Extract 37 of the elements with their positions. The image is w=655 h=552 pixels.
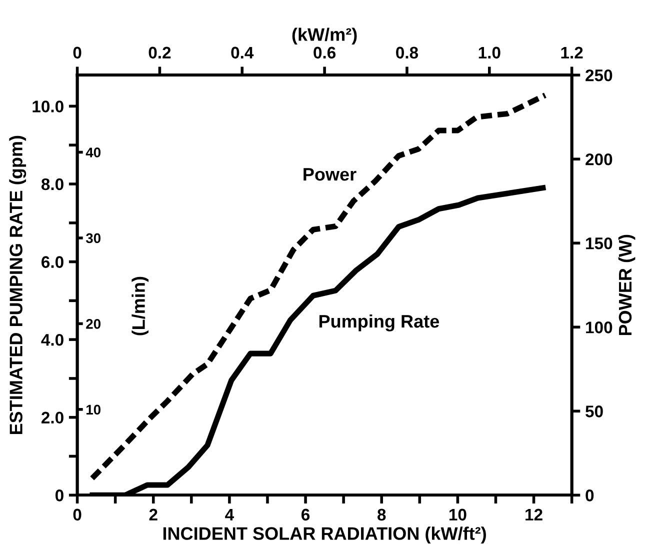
- series-label: Power: [304, 168, 356, 181]
- x2-axis-title: (kW/m²): [292, 28, 357, 45]
- x-tick-label: 4: [225, 508, 234, 520]
- x-tick-label: 10: [449, 508, 466, 521]
- y3-tick-label: 20: [86, 319, 101, 329]
- y2-axis-title: POWER (W): [618, 234, 636, 336]
- y-tick-label: 8.0: [41, 178, 64, 190]
- y-tick-label: 10.0: [32, 100, 64, 112]
- y2-tick-label: 200: [586, 153, 612, 166]
- series-label: Pumping Rate: [319, 314, 440, 332]
- y3-tick-label: 10: [86, 404, 101, 415]
- y-tick-label: 0: [55, 490, 64, 502]
- y2-tick-label: 150: [586, 238, 612, 250]
- x-axis-title: INCIDENT SOLAR RADIATION (kW/ft²): [163, 526, 486, 544]
- x2-tick-label: 0.2: [148, 46, 171, 59]
- y3-tick-label: 40: [86, 148, 101, 158]
- y-tick-label: 6.0: [42, 256, 64, 268]
- x-tick-label: 6: [302, 508, 310, 521]
- y3-axis-title: (L/min): [132, 276, 149, 336]
- y-tick-label: 2.0: [42, 412, 64, 424]
- y2-tick-label: 250: [586, 69, 612, 82]
- x2-tick-label: 1.0: [478, 46, 500, 59]
- x2-tick-label: 0.8: [396, 46, 418, 59]
- y3-tick-label: 30: [86, 233, 101, 244]
- x2-tick-label: 0: [73, 46, 82, 59]
- y2-tick-label: 100: [586, 322, 612, 334]
- x-tick-label: 8: [378, 508, 386, 521]
- y2-tick-label: 0: [586, 490, 594, 502]
- x-tick-label: 2: [149, 508, 158, 520]
- y2-tick-label: 50: [586, 406, 603, 418]
- x2-tick-label: 0.6: [314, 46, 336, 59]
- x2-tick-label: 0.4: [231, 46, 254, 59]
- y-tick-label: 4.0: [41, 334, 64, 346]
- x-tick-label: 0: [73, 508, 82, 521]
- y-axis-title: ESTIMATED PUMPING RATE (gpm): [9, 136, 26, 434]
- x-tick-label: 12: [526, 508, 542, 520]
- x2-tick-label: 1.2: [561, 46, 583, 58]
